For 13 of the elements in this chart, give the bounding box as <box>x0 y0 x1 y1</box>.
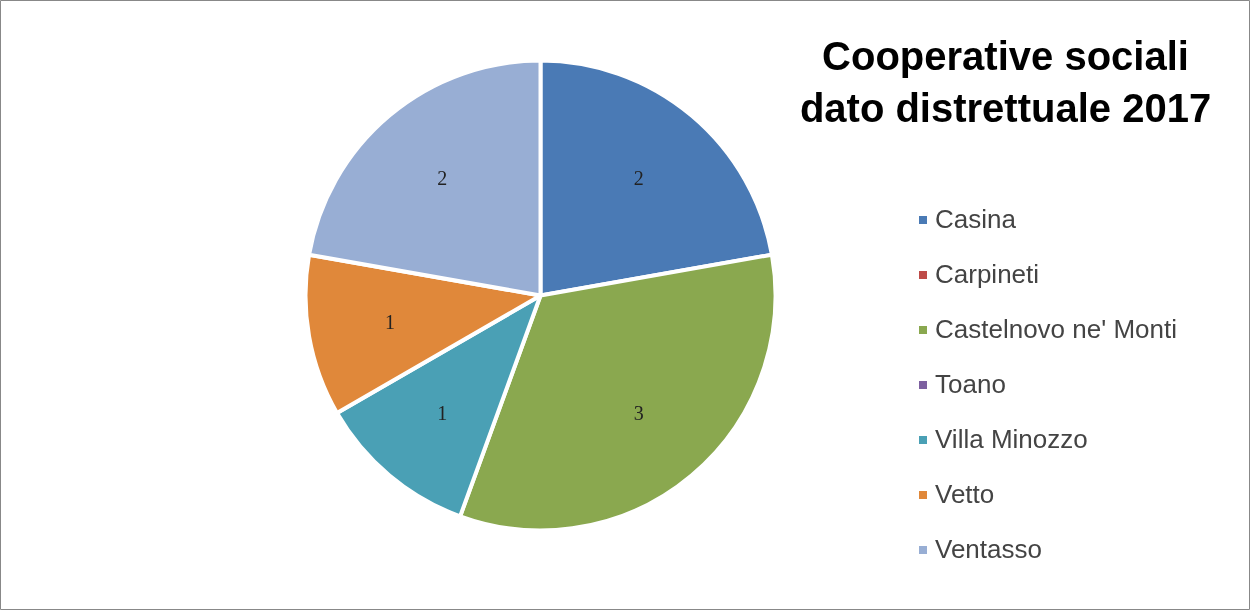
legend-label: Toano <box>935 369 1006 400</box>
data-label: 2 <box>633 167 644 190</box>
chart-title: Cooperative sociali dato distrettuale 2017 <box>799 33 1212 130</box>
legend-label: Casina <box>935 204 1016 235</box>
data-label: 1 <box>437 401 448 424</box>
legend-label: Vetto <box>935 479 995 510</box>
legend-label: Ventasso <box>935 534 1042 565</box>
data-label: 1 <box>385 311 396 334</box>
legend-label: Carpineti <box>935 259 1040 290</box>
data-label: 3 <box>633 401 644 424</box>
data-label: 2 <box>437 167 448 190</box>
legend-label: Villa Minozzo <box>935 424 1088 455</box>
legend-label: Castelnovo ne' Monti <box>935 314 1177 345</box>
